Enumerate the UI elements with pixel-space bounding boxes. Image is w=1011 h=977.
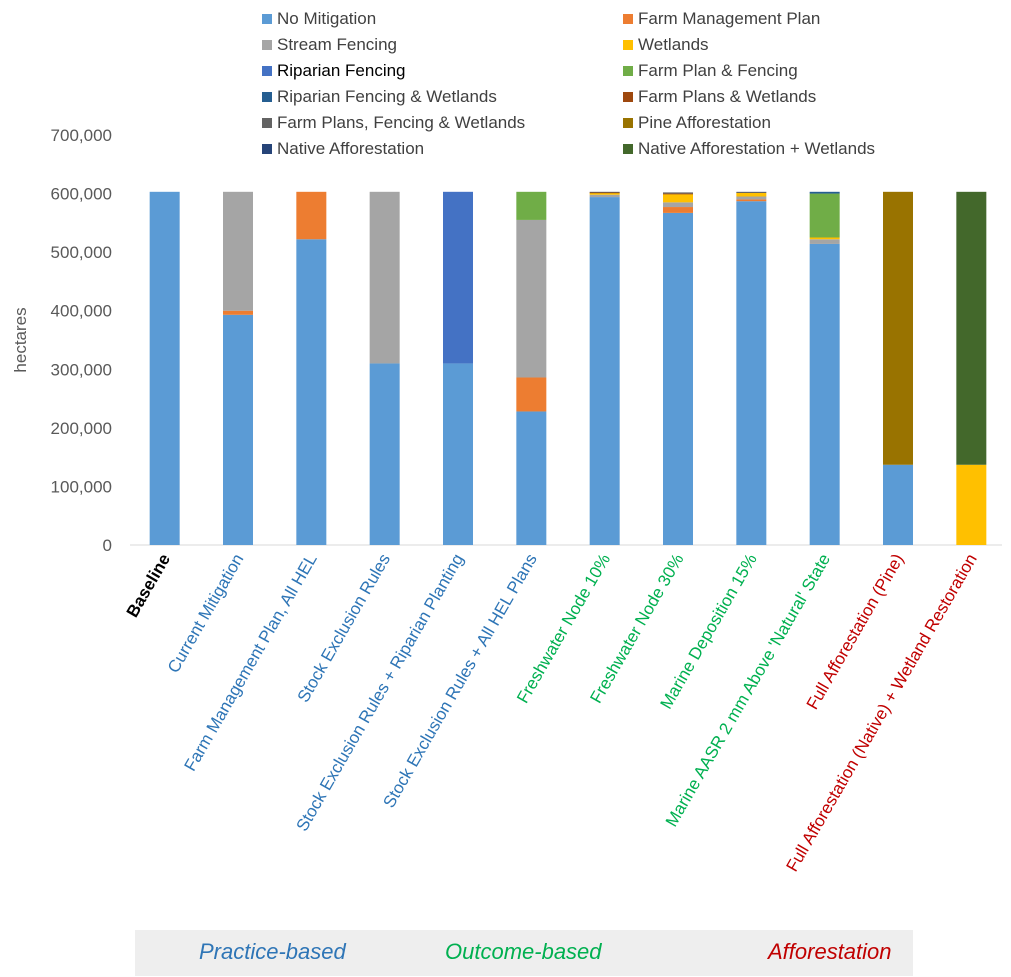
legend-item: Farm Plan & Fencing — [623, 60, 798, 82]
bar-segment — [149, 191, 180, 546]
bar-segment — [223, 314, 253, 545]
bar-segment — [369, 363, 400, 545]
bar-segment — [663, 212, 693, 545]
bar-segment — [589, 192, 620, 195]
legend-label: Farm Plans & Wetlands — [638, 87, 817, 106]
legend-swatch — [623, 40, 633, 50]
legend-item: Pine Afforestation — [623, 112, 771, 134]
category-label: Current Mitigation — [164, 551, 248, 677]
bar-segment — [883, 191, 913, 465]
bar-segment — [589, 191, 620, 193]
scenario-group-band: Practice-based Outcome-based Afforestati… — [135, 930, 913, 976]
bar-segment — [589, 194, 620, 198]
bar-segment — [516, 219, 547, 378]
bar-segment — [809, 191, 840, 194]
bar-segment — [809, 239, 840, 244]
legend-swatch — [262, 144, 272, 154]
legend-item: Wetlands — [623, 34, 709, 56]
bar-segment — [809, 193, 840, 238]
bar-segment — [589, 192, 620, 194]
legend-label: Riparian Fencing & Wetlands — [277, 87, 497, 106]
legend-label: Native Afforestation — [277, 139, 425, 158]
legend-item: No Mitigation — [262, 8, 376, 30]
bar-segment — [663, 207, 693, 213]
legend-item: Riparian Fencing — [262, 60, 406, 82]
legend-label: Farm Plans, Fencing & Wetlands — [277, 113, 526, 132]
legend-label: Riparian Fencing — [277, 61, 406, 80]
legend-swatch — [262, 92, 272, 102]
legend-swatch — [262, 118, 272, 128]
bar-segment — [956, 191, 987, 465]
legend-label: Stream Fencing — [277, 35, 397, 54]
group-label-practice: Practice-based — [199, 939, 346, 964]
bar-segment — [663, 193, 693, 195]
legend-swatch — [623, 66, 633, 76]
category-label: Marine AASR 2 mm Above 'Natural' State — [662, 551, 834, 830]
legend-swatch — [262, 40, 272, 50]
y-tick-label: 300,000 — [51, 360, 112, 379]
bar-segment — [736, 192, 767, 197]
legend-label: Wetlands — [638, 35, 709, 54]
bar-segment — [663, 192, 693, 194]
bar-segment — [443, 191, 473, 364]
group-label-afforestation: Afforestation — [768, 939, 892, 964]
legend-swatch — [623, 118, 633, 128]
legend-swatch — [623, 92, 633, 102]
group-label-outcome: Outcome-based — [445, 939, 602, 964]
y-tick-label: 200,000 — [51, 419, 112, 438]
bar-segment — [736, 199, 767, 202]
bar-segment — [296, 191, 327, 240]
y-tick-label: 600,000 — [51, 185, 112, 204]
y-axis-title: hectares — [11, 307, 30, 372]
legend-item: Native Afforestation + Wetlands — [623, 138, 875, 160]
bar-segment — [589, 197, 620, 546]
bar-segment — [663, 202, 693, 208]
y-tick-label: 700,000 — [51, 126, 112, 145]
bar-segment — [369, 191, 400, 364]
legend-label: Farm Plan & Fencing — [638, 61, 798, 80]
y-tick-label: 100,000 — [51, 477, 112, 496]
bar-segment — [736, 191, 767, 193]
legend-item: Native Afforestation — [262, 138, 424, 160]
bar-segment — [516, 191, 547, 220]
bar-segment — [956, 464, 987, 545]
bar-segment — [516, 377, 547, 412]
bar-segment — [809, 237, 840, 240]
bar-segment — [809, 243, 840, 545]
legend-label: Pine Afforestation — [638, 113, 771, 132]
legend-label: Farm Management Plan — [638, 9, 821, 28]
legend-swatch — [262, 66, 272, 76]
bar-segment — [296, 239, 327, 545]
category-label: Baseline — [123, 551, 174, 621]
legend-swatch — [623, 144, 633, 154]
bar-segment — [883, 464, 913, 545]
legend-item: Farm Management Plan — [623, 8, 820, 30]
bar-segment — [736, 201, 767, 545]
legend-label: Native Afforestation + Wetlands — [638, 139, 876, 158]
category-label: Stock Exclusion Rules + All HEL Plans — [379, 551, 540, 812]
bar-segment — [663, 194, 693, 203]
legend-item: Farm Plans & Wetlands — [623, 86, 816, 108]
legend-label: No Mitigation — [277, 9, 377, 28]
bar-segment — [516, 411, 547, 545]
y-tick-label: 0 — [103, 536, 112, 555]
category-label: Farm Management Plan, All HEL — [181, 551, 321, 775]
y-tick-label: 500,000 — [51, 243, 112, 262]
y-tick-label: 400,000 — [51, 302, 112, 321]
bar-segment — [736, 196, 767, 200]
legend-item: Farm Plans, Fencing & Wetlands — [262, 112, 525, 134]
legend-item: Stream Fencing — [262, 34, 397, 56]
legend-swatch — [262, 14, 272, 24]
bar-segment — [223, 191, 253, 311]
legend-swatch — [623, 14, 633, 24]
bar-segment — [443, 363, 473, 545]
bar-segment — [223, 310, 253, 315]
legend-item: Riparian Fencing & Wetlands — [262, 86, 497, 108]
